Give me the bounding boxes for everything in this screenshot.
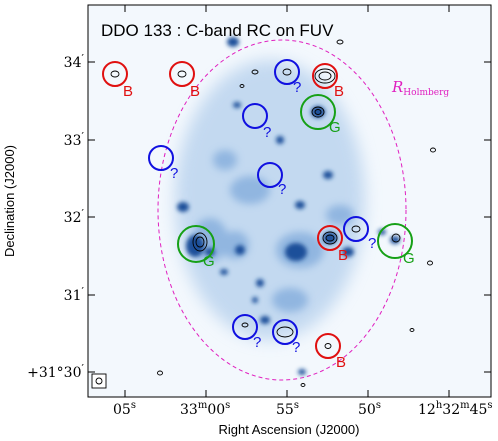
marker-unknown — [232, 314, 258, 340]
marker-unknown — [272, 319, 298, 345]
y-tick-label: 33′ — [64, 130, 85, 149]
y-tick-label: +31°30′ — [27, 362, 84, 381]
x-tick-label: 50s — [358, 400, 381, 418]
marker-background — [317, 225, 343, 251]
source-markers — [102, 59, 413, 359]
marker-unknown — [242, 103, 268, 129]
marker-background — [315, 333, 341, 359]
plot-title: DDO 133 : C-band RC on FUV — [101, 21, 334, 40]
plot-frame — [87, 4, 492, 398]
x-tick-label: 12h32m45s — [418, 400, 493, 418]
marker-galaxy — [377, 223, 413, 259]
source-labels: B B ? B G ? ? ? ? G B ? G ? ? B — [123, 79, 415, 371]
marker-background — [102, 61, 128, 87]
holmberg-ellipse — [157, 39, 407, 381]
y-tick-labels: 34′ 33′ 32′ 31′ +31°30′ — [27, 52, 84, 381]
marker-galaxy — [300, 94, 336, 130]
x-tick-labels: 05s 33m00s 55s 50s 12h32m45s — [113, 400, 493, 418]
marker-background — [169, 61, 195, 87]
axis-ticks — [88, 5, 491, 397]
source-label: G — [329, 119, 341, 136]
y-tick-label: 34′ — [64, 52, 85, 71]
marker-unknown — [148, 145, 174, 171]
source-label: ? — [278, 181, 286, 198]
y-tick-label: 31′ — [64, 285, 85, 304]
source-label: ? — [170, 165, 178, 182]
source-label: ? — [368, 235, 376, 252]
x-tick-label: 05s — [113, 400, 136, 418]
beam-ellipse-icon — [91, 373, 107, 389]
source-label: G — [403, 250, 415, 267]
source-label: B — [123, 83, 133, 100]
y-axis-label: Declination (J2000) — [2, 145, 17, 257]
source-label: ? — [293, 79, 301, 96]
marker-galaxy — [177, 225, 215, 263]
marker-background — [312, 63, 338, 89]
x-tick-label: 55s — [276, 400, 299, 418]
x-tick-label: 33m00s — [180, 400, 230, 418]
source-label: G — [203, 253, 215, 270]
radio-contours — [97, 39, 436, 387]
fuv-emission-image — [175, 37, 400, 375]
source-label: B — [338, 247, 348, 264]
source-label: ? — [253, 334, 261, 351]
marker-unknown — [343, 216, 369, 242]
source-label: B — [190, 83, 200, 100]
marker-unknown — [274, 59, 300, 85]
holmberg-label: RHolmberg — [391, 78, 449, 98]
source-label: ? — [263, 124, 271, 141]
y-tick-label: 32′ — [64, 207, 85, 226]
source-label: B — [336, 354, 346, 371]
source-label: ? — [292, 339, 300, 356]
source-label: B — [334, 83, 344, 100]
x-axis-label: Right Ascension (J2000) — [219, 422, 360, 437]
marker-unknown — [257, 162, 283, 188]
